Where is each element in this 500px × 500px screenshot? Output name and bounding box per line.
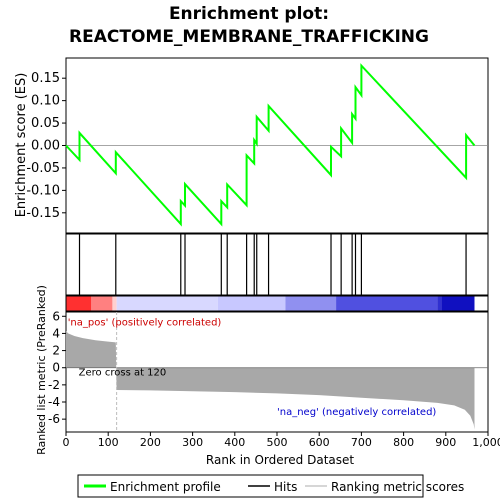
heatmap-segment xyxy=(217,296,286,311)
chart-title-line2: REACTOME_MEMBRANE_TRAFFICKING xyxy=(69,27,429,47)
metric-ytick-label: 6 xyxy=(52,309,60,323)
zero-cross-label: Zero cross at 120 xyxy=(79,367,167,378)
es-ytick-label: -0.05 xyxy=(26,161,60,176)
legend-ranking-metric-label: Ranking metric scores xyxy=(331,480,464,494)
metric-panel: -6 -4 -2 0 2 4 6 'na_pos' (positively correlate… xyxy=(48,309,500,449)
heatmap-segment xyxy=(441,296,475,311)
x-tick-label: 0 xyxy=(63,436,70,449)
heatmap-segment xyxy=(336,296,438,311)
hits-panel xyxy=(65,233,489,296)
metric-ytick-label: -6 xyxy=(48,412,60,426)
metric-ytick-label: -2 xyxy=(48,378,60,392)
es-ytick-label: -0.10 xyxy=(26,183,60,198)
x-tick-label: 500 xyxy=(267,436,288,449)
heatmap-segment xyxy=(437,296,442,311)
x-tick-label: 400 xyxy=(224,436,245,449)
heatmap-frame xyxy=(65,295,489,312)
heatmap-segment xyxy=(91,296,113,311)
es-ytick-label: 0.05 xyxy=(31,116,60,131)
es-ytick-label: 0.10 xyxy=(31,94,60,109)
x-tick-label: 300 xyxy=(182,436,203,449)
x-tick-label: 200 xyxy=(140,436,161,449)
ranking-heatmap-bar xyxy=(65,295,489,312)
ranking-metric-area xyxy=(66,330,475,430)
heatmap-segment xyxy=(285,296,337,311)
metric-ytick-label: 2 xyxy=(52,344,60,358)
x-tick-label: 100 xyxy=(98,436,119,449)
es-ytick-label: 0.15 xyxy=(31,71,60,86)
metric-ytick-label: 0 xyxy=(52,361,60,375)
x-axis-label: Rank in Ordered Dataset xyxy=(206,453,354,467)
metric-ylabel: Ranked list metric (PreRanked) xyxy=(35,285,48,455)
x-tick-label: 1,000 xyxy=(472,436,500,449)
x-tick-label: 700 xyxy=(351,436,372,449)
chart-title-line1: Enrichment plot: xyxy=(169,4,329,24)
metric-ytick-label: -4 xyxy=(48,395,60,409)
heatmap-segment xyxy=(66,296,92,311)
es-ytick-label: 0.00 xyxy=(31,139,60,154)
x-tick-label: 900 xyxy=(435,436,456,449)
heatmap-segment xyxy=(116,296,218,311)
es-ytick-label: -0.15 xyxy=(26,206,60,221)
hits-frame xyxy=(65,233,489,296)
metric-ytick-label: 4 xyxy=(52,326,60,340)
neg-correlated-label: 'na_neg' (negatively correlated) xyxy=(277,407,436,418)
enrichment-profile-line xyxy=(65,63,476,227)
x-tick-label: 600 xyxy=(309,436,330,449)
es-panel: -0.15 -0.10 -0.05 0.00 0.05 0.10 0.15 xyxy=(26,57,489,234)
legend: Enrichment profile Hits Ranking metric sco… xyxy=(77,474,464,498)
es-ylabel: Enrichment score (ES) xyxy=(14,73,29,218)
legend-enrichment-profile-label: Enrichment profile xyxy=(110,480,221,494)
x-tick-label: 800 xyxy=(393,436,414,449)
heatmap-segment xyxy=(112,296,117,311)
pos-correlated-label: 'na_pos' (positively correlated) xyxy=(68,318,222,329)
legend-hits-label: Hits xyxy=(274,480,297,494)
